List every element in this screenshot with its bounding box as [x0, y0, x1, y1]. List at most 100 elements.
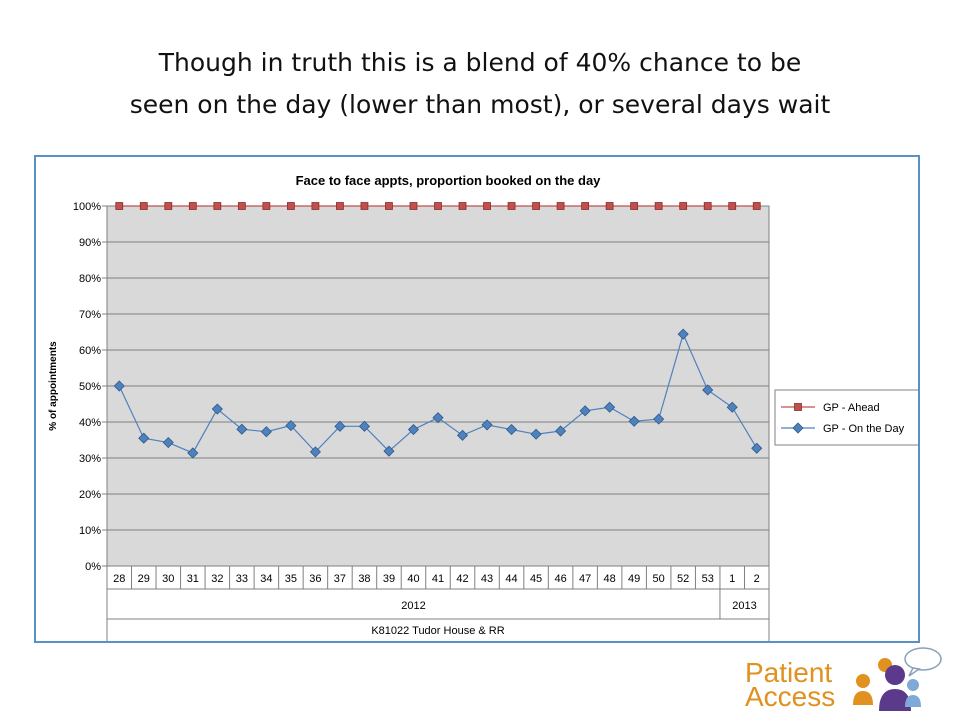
data-point-on-the-day [162, 436, 174, 449]
data-point-on-the-day [383, 445, 395, 457]
y-tick-label: 80% [79, 273, 101, 285]
x-tick-label: 38 [358, 573, 370, 585]
data-point-on-the-day [285, 420, 297, 432]
data-point-ahead [385, 202, 393, 210]
y-tick-label: 70% [79, 309, 101, 321]
y-tick-label: 0% [85, 561, 101, 573]
people-speech-icon [853, 647, 942, 711]
year-group-label: 2012 [401, 600, 425, 612]
data-point-on-the-day [530, 428, 542, 440]
x-tick-label: 46 [554, 573, 566, 585]
x-tick-label: 32 [211, 573, 223, 585]
x-tick-label: 28 [113, 573, 125, 585]
logo-text-line-2: Access [745, 681, 836, 712]
data-point-ahead [507, 202, 516, 210]
data-point-on-the-day [211, 403, 223, 415]
data-point-ahead [556, 202, 565, 210]
data-point-ahead [336, 202, 344, 210]
data-point-on-the-day [334, 420, 346, 432]
x-tick-label: 2 [754, 573, 760, 585]
y-tick-label: 100% [73, 201, 101, 213]
x-tick-label: 43 [481, 573, 493, 585]
data-point-ahead [360, 202, 369, 210]
data-point-ahead [164, 202, 173, 210]
y-tick-label: 30% [79, 453, 101, 465]
data-point-on-the-day [505, 423, 518, 436]
data-point-on-the-day [481, 419, 493, 431]
data-point-on-the-day [555, 425, 567, 437]
x-tick-label: 39 [383, 573, 395, 585]
data-point-on-the-day [702, 384, 714, 396]
x-tick-label: 41 [432, 573, 444, 585]
x-tick-label: 40 [407, 573, 419, 585]
data-point-on-the-day [726, 401, 738, 413]
y-tick-label: 20% [79, 489, 101, 501]
y-tick-label: 40% [79, 417, 101, 429]
data-point-ahead [262, 202, 271, 210]
data-point-ahead [286, 202, 295, 210]
slide-title-line-1: Though in truth this is a blend of 40% c… [158, 48, 802, 77]
data-point-ahead [139, 202, 148, 210]
data-point-on-the-day [604, 401, 616, 413]
x-tick-label: 34 [260, 573, 272, 585]
data-point-on-the-day [260, 426, 272, 438]
logo-text-line-1: Patient [745, 657, 833, 688]
data-point-ahead [605, 202, 614, 210]
data-point-ahead [630, 202, 639, 210]
data-point-ahead [483, 202, 491, 210]
data-point-ahead [311, 202, 320, 210]
data-point-on-the-day [653, 413, 665, 425]
data-point-on-the-day [628, 415, 640, 427]
data-point-ahead [752, 202, 761, 210]
data-point-ahead [679, 202, 688, 210]
legend-label: GP - On the Day [823, 423, 905, 435]
x-tick-label: 1 [729, 573, 735, 585]
data-point-ahead [115, 202, 124, 210]
x-tick-label: 35 [285, 573, 297, 585]
data-point-on-the-day [677, 328, 689, 340]
slide-title-line-2: seen on the day (lower than most), or se… [129, 90, 831, 119]
x-tick-label: 49 [628, 573, 640, 585]
data-point-ahead [213, 202, 222, 210]
x-tick-label: 31 [187, 573, 199, 585]
data-point-on-the-day [456, 429, 469, 441]
y-axis-label: % of appointments [48, 341, 59, 431]
y-tick-label: 10% [79, 525, 101, 537]
line-chart: Face to face appts, proportion booked on… [48, 173, 918, 641]
data-point-on-the-day [407, 423, 420, 436]
slide-title: Though in truth this is a blend of 40% c… [0, 42, 960, 126]
year-group-label: 2013 [732, 600, 756, 612]
patient-access-logo: Patient Access [745, 645, 945, 715]
data-point-ahead [434, 202, 442, 210]
data-point-ahead [654, 202, 663, 210]
data-point-ahead [728, 202, 737, 210]
data-point-ahead [703, 202, 712, 210]
data-point-ahead [237, 202, 246, 210]
x-tick-label: 50 [653, 573, 665, 585]
x-tick-label: 48 [604, 573, 616, 585]
data-point-ahead [409, 202, 418, 210]
data-point-on-the-day [579, 405, 591, 417]
y-tick-label: 50% [79, 381, 101, 393]
x-tick-label: 36 [309, 573, 321, 585]
data-point-ahead [532, 202, 540, 210]
x-tick-label: 33 [236, 573, 248, 585]
chart-title: Face to face appts, proportion booked on… [296, 173, 602, 188]
x-tick-label: 52 [677, 573, 689, 585]
data-point-on-the-day [751, 442, 763, 454]
legend-box [774, 389, 918, 446]
x-tick-label: 47 [579, 573, 591, 585]
y-tick-label: 60% [79, 345, 101, 357]
legend-label: GP - Ahead [823, 402, 880, 414]
data-point-on-the-day [138, 432, 150, 444]
x-tick-label: 29 [138, 573, 150, 585]
x-tick-label: 42 [456, 573, 468, 585]
x-tick-label: 37 [334, 573, 346, 585]
data-point-on-the-day [358, 420, 371, 432]
x-tick-label: 53 [702, 573, 714, 585]
y-tick-label: 90% [79, 237, 101, 249]
x-tick-label: 30 [162, 573, 174, 585]
data-point-on-the-day [309, 446, 321, 458]
data-point-on-the-day [113, 380, 125, 392]
practice-label: K81022 Tudor House & RR [371, 625, 504, 637]
